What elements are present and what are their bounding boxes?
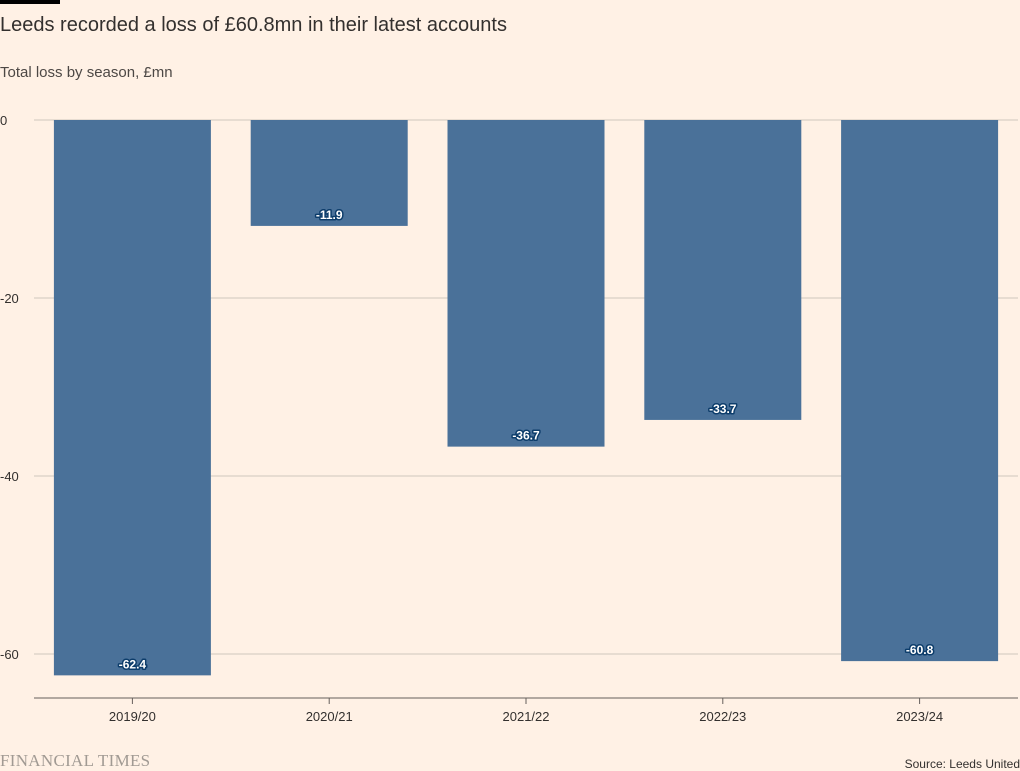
y-tick-label: -20 [0, 291, 19, 306]
bar [841, 120, 999, 662]
x-tick-label: 2023/24 [896, 709, 943, 724]
top-accent-bar [0, 0, 60, 4]
bar [53, 120, 211, 676]
source-note: Source: Leeds United [904, 757, 1020, 771]
x-tick-label: 2021/22 [503, 709, 550, 724]
y-tick-label: -60 [0, 647, 19, 662]
chart-subtitle: Total loss by season, £mn [0, 64, 173, 81]
data-label: -62.4 [119, 657, 147, 671]
ft-logo: FINANCIAL TIMES [0, 751, 151, 770]
bars [53, 120, 999, 676]
data-label: -36.7 [512, 429, 540, 443]
data-labels: -62.4 -11.9 -36.7 -33.7 -60.8 [117, 206, 935, 672]
bar [447, 120, 605, 447]
x-tick-label: 2020/21 [306, 709, 353, 724]
y-tick-label: 0 [0, 113, 7, 128]
x-axis: 2019/20 2020/21 2021/22 2022/23 2023/24 [34, 697, 1018, 724]
x-tick-label: 2019/20 [109, 709, 156, 724]
data-label: -33.7 [709, 402, 737, 416]
y-tick-label: -40 [0, 469, 19, 484]
chart-title: Leeds recorded a loss of £60.8mn in thei… [0, 14, 507, 36]
bar [644, 120, 802, 420]
data-label: -60.8 [906, 643, 934, 657]
bar [250, 120, 408, 226]
x-tick-label: 2022/23 [699, 709, 746, 724]
data-label: -11.9 [316, 208, 343, 222]
